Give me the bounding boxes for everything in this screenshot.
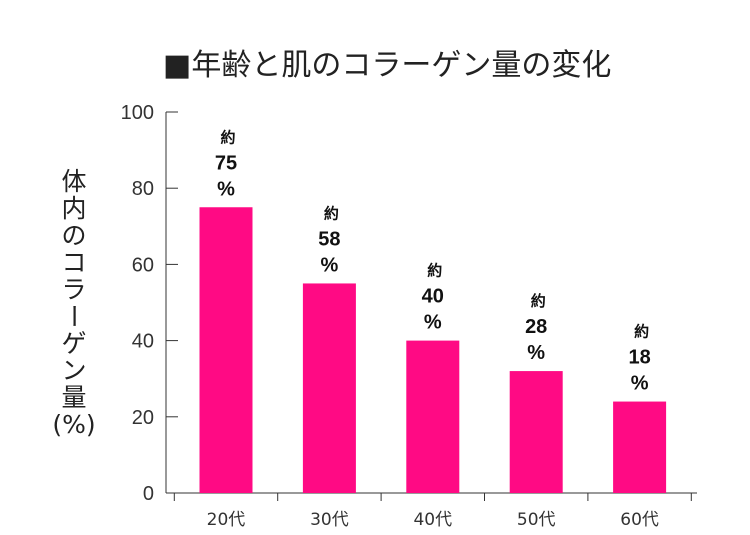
data-label-value: 58 [318,228,340,250]
bar [302,283,356,493]
bar [613,401,667,493]
data-label-unit: % [424,312,442,334]
data-label-value: 28 [525,316,547,338]
y-axis-label-glyph: 内 [61,194,86,223]
data-label-prefix: 約 [531,292,546,310]
x-tick-label: 40代 [413,510,452,530]
data-label-unit: % [321,254,339,276]
y-tick-label: 0 [143,483,154,505]
x-tick-label: 20代 [207,510,246,530]
y-axis-label-glyph: 体 [61,167,86,196]
data-label-prefix: 約 [427,262,442,280]
data-label-prefix: 約 [220,128,235,146]
x-tick-label: 30代 [310,510,349,530]
y-tick-label: 20 [132,407,154,429]
data-label-value: 40 [422,286,444,308]
data-label-unit: % [631,373,649,395]
y-tick-label: 80 [132,178,154,200]
data-label-prefix: 約 [634,323,649,341]
y-axis-label-glyph: の [61,221,86,250]
y-axis-label-glyph: (%) [52,410,95,439]
data-label-unit: % [217,178,235,200]
y-tick-label: 60 [132,254,154,276]
y-axis-label-glyph: ラ [61,275,86,304]
x-tick-label: 60代 [620,510,659,530]
axes: 0 20 40 60 80 100 [121,102,697,505]
data-label-unit: % [527,342,545,364]
chart-title: ■年齢と肌のコラーゲン量の変化 [163,48,611,83]
y-axis-label-glyph: ゲ [61,329,86,358]
data-label-prefix: 約 [324,204,339,222]
bar [509,371,563,493]
y-tick-label: 40 [132,331,154,353]
y-axis-label-glyph: コ [61,248,86,277]
bars [199,207,667,493]
bar [406,340,460,493]
data-label-value: 18 [628,347,650,369]
x-tick-label: 50代 [517,510,556,530]
y-axis-label-glyph: 量 [61,383,86,412]
data-labels: 20代 約 75% 30代 約 58% 40代 約 40% 50代 約 28% 60代 約 18% [207,128,659,530]
bar [199,207,253,493]
y-axis-label-glyph: ン [61,356,86,385]
y-axis-label-glyph: ー [59,303,88,328]
y-tick-label: 100 [121,102,154,124]
data-label-value: 75 [215,152,237,174]
